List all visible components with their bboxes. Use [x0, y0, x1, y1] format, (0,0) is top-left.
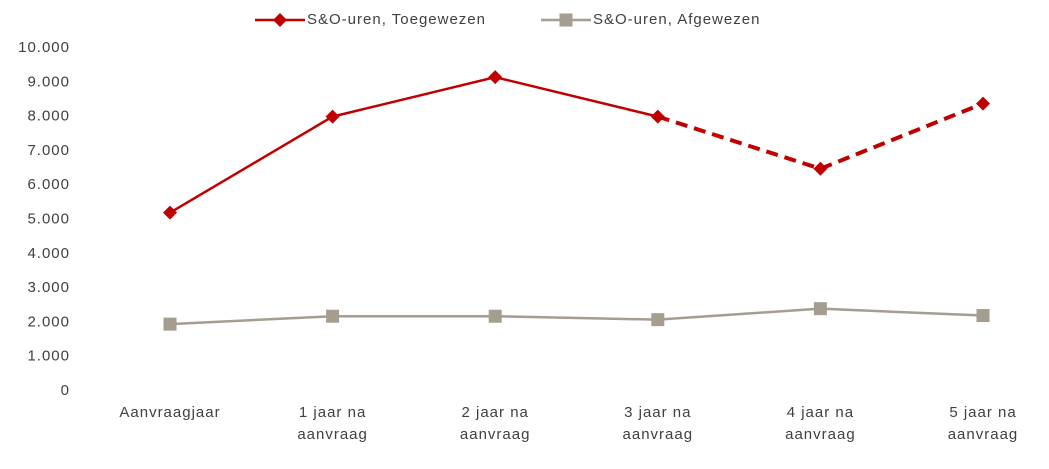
- x-tick-label: 2 jaar na aanvraag: [460, 404, 531, 443]
- y-tick-label: 2.000: [27, 313, 70, 330]
- marker: [488, 70, 503, 85]
- y-tick-label: 5.000: [27, 210, 70, 227]
- x-tick-label-line: 5 jaar na: [949, 404, 1016, 421]
- x-tick-label-line: 2 jaar na: [462, 404, 529, 421]
- y-tick-label: 0: [61, 382, 70, 399]
- y-tick-label: 10.000: [18, 39, 70, 56]
- marker: [488, 309, 502, 323]
- y-tick-label: 4.000: [27, 245, 70, 262]
- marker: [163, 205, 177, 220]
- x-tick-label-line: aanvraag: [948, 426, 1019, 443]
- x-tick-label-line: aanvraag: [785, 426, 856, 443]
- series-line: [657, 101, 984, 171]
- x-tick-label: 1 jaar na aanvraag: [297, 404, 368, 443]
- x-tick-label-line: aanvraag: [297, 426, 368, 443]
- x-tick-label: 5 jaar na aanvraag: [948, 404, 1019, 443]
- marker: [163, 317, 177, 331]
- x-tick-label: 3 jaar na aanvraag: [623, 404, 694, 443]
- y-tick-label: 3.000: [27, 279, 70, 296]
- legend-label: S&O-uren, Toegewezen: [307, 11, 486, 28]
- marker: [326, 309, 340, 323]
- marker: [325, 109, 340, 124]
- marker: [976, 309, 990, 323]
- marker: [813, 161, 828, 176]
- y-tick-label: 8.000: [27, 108, 70, 125]
- marker: [813, 302, 827, 316]
- marker: [976, 96, 990, 111]
- x-tick-label-line: 4 jaar na: [787, 404, 854, 421]
- marker: [651, 313, 665, 327]
- y-tick-label: 1.000: [27, 348, 70, 365]
- marker: [650, 109, 665, 124]
- x-tick-label-line: 3 jaar na: [624, 404, 691, 421]
- marker: [273, 13, 287, 27]
- series-line: [169, 307, 984, 326]
- x-tick-label: 4 jaar na aanvraag: [785, 404, 856, 443]
- series-line: [169, 75, 659, 214]
- marker: [559, 13, 573, 27]
- x-tick-label: Aanvraagjaar: [119, 404, 220, 421]
- x-tick-label-line: 1 jaar na: [299, 404, 366, 421]
- legend-label: S&O-uren, Afgewezen: [593, 11, 760, 28]
- y-tick-label: 9.000: [27, 73, 70, 90]
- x-tick-label-line: aanvraag: [623, 426, 694, 443]
- x-tick-label-line: aanvraag: [460, 426, 531, 443]
- y-tick-label: 7.000: [27, 142, 70, 159]
- y-tick-label: 6.000: [27, 176, 70, 193]
